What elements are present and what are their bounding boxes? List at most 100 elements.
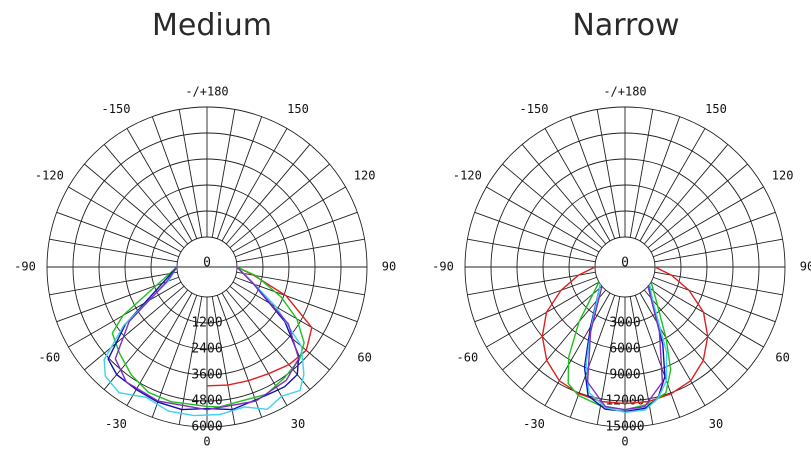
medium-grid-spoke — [232, 281, 346, 348]
narrow-angle-label: 150 — [705, 102, 727, 116]
narrow-grid-spoke — [486, 186, 600, 253]
medium-grid-spoke — [216, 295, 263, 418]
medium-angle-label: 120 — [354, 169, 376, 183]
medium-angle-label: 30 — [291, 417, 305, 431]
narrow-angle-label: 120 — [772, 169, 794, 183]
narrow-grid-spoke — [650, 186, 764, 253]
narrow-grid-spoke — [634, 295, 681, 418]
narrow-grid-spoke — [474, 211, 597, 258]
narrow-grid-spoke — [653, 276, 776, 323]
medium-grid-spoke — [229, 285, 330, 371]
narrow-grid-spoke — [654, 271, 783, 296]
medium-grid-spoke — [151, 116, 198, 239]
medium-grid-spoke — [225, 289, 311, 390]
narrow-series-curve-1 — [541, 266, 709, 405]
medium-radial-tick-label: 1200 — [191, 316, 222, 331]
medium-angle-label: -120 — [35, 169, 64, 183]
medium-angle-label: 60 — [357, 351, 371, 365]
medium-grid-spoke — [225, 144, 311, 245]
medium-radial-tick-label: 3600 — [191, 368, 222, 383]
narrow-radial-tick-label: 9000 — [609, 368, 640, 383]
medium-grid-spoke — [84, 285, 185, 371]
narrow-grid-spoke — [596, 109, 621, 238]
medium-grid-spoke — [49, 238, 178, 263]
narrow-angle-label: -60 — [457, 351, 479, 365]
medium-grid-spoke — [236, 238, 365, 263]
narrow-grid-spoke — [629, 109, 654, 238]
narrow-grid — [464, 106, 786, 428]
narrow-angle-label: 90 — [800, 260, 811, 274]
narrow-angle-label: -/+180 — [603, 85, 646, 99]
narrow-grid-spoke — [639, 292, 706, 406]
narrow-angle-label: -90 — [432, 260, 454, 274]
medium-angle-label: -60 — [39, 351, 61, 365]
narrow-grid-spoke — [467, 271, 596, 296]
medium-grid-spoke — [178, 109, 203, 238]
medium-grid-spoke — [221, 128, 288, 242]
narrow-grid-spoke — [467, 238, 596, 263]
narrow-grid-spoke — [654, 238, 783, 263]
narrow-series-curve-4 — [585, 284, 668, 414]
medium-grid-spoke — [56, 276, 179, 323]
narrow-grid-spoke — [647, 163, 748, 249]
narrow-angle-label: 60 — [775, 351, 789, 365]
narrow-angle-label: -30 — [523, 417, 545, 431]
narrow-grid-spoke — [521, 289, 607, 390]
narrow-radial-tick-label: 6000 — [609, 342, 640, 357]
medium-radial-tick-label: 6000 — [191, 420, 222, 435]
narrow-angle-label: 30 — [709, 417, 723, 431]
narrow-grid-spoke — [544, 128, 611, 242]
medium-grid-spoke — [126, 128, 193, 242]
narrow-grid-spoke — [502, 285, 603, 371]
narrow-grid-spoke — [647, 285, 748, 371]
medium-grid — [46, 106, 368, 428]
narrow-grid-spoke — [634, 116, 681, 239]
narrow-grid-spoke — [486, 281, 600, 348]
narrow-grid-spoke — [474, 276, 597, 323]
narrow-angle-label: 0 — [621, 435, 628, 449]
medium-angle-label: 0 — [203, 435, 210, 449]
medium-angle-label: -/+180 — [185, 85, 228, 99]
narrow-grid-spoke — [643, 144, 729, 245]
narrow-grid-spoke — [544, 292, 611, 406]
medium-grid-spoke — [84, 163, 185, 249]
medium-grid-spoke — [103, 289, 189, 390]
medium-angle-label: -150 — [102, 102, 131, 116]
medium-grid-spoke — [229, 163, 330, 249]
medium-series-curve-5 — [114, 266, 300, 411]
medium-grid-spoke — [236, 271, 365, 296]
medium-grid-spoke — [49, 271, 178, 296]
narrow-grid-spoke — [639, 128, 706, 242]
narrow-series-curve-3 — [583, 284, 666, 413]
medium-angle-label: -90 — [14, 260, 36, 274]
narrow-grid-spoke — [629, 296, 654, 425]
narrow-grid-spoke — [502, 163, 603, 249]
medium-angle-label: 150 — [287, 102, 309, 116]
medium-series-curve-1 — [206, 266, 313, 387]
medium-series-curve-2 — [111, 266, 305, 408]
narrow-radial-tick-label: 0 — [621, 256, 629, 271]
medium-grid-spoke — [235, 211, 358, 258]
medium-grid-spoke — [232, 186, 346, 253]
narrow-radial-tick-label: 12000 — [605, 394, 644, 409]
medium-grid-spoke — [126, 292, 193, 406]
medium-series-curve-4 — [103, 266, 305, 417]
medium-grid-spoke — [151, 295, 198, 418]
medium-radial-tick-label: 0 — [203, 256, 211, 271]
medium-radial-tick-label: 2400 — [191, 342, 222, 357]
narrow-grid-spoke — [569, 295, 616, 418]
medium-grid-spoke — [216, 116, 263, 239]
narrow-angle-label: -150 — [520, 102, 549, 116]
medium-grid-spoke — [56, 211, 179, 258]
chart-title-medium: Medium — [152, 8, 272, 43]
medium-angle-label: -30 — [105, 417, 127, 431]
narrow-radial-tick-label: 15000 — [605, 420, 644, 435]
medium-angle-label: 90 — [382, 260, 396, 274]
narrow-grid-spoke — [521, 144, 607, 245]
narrow-grid-spoke — [650, 281, 764, 348]
narrow-radial-tick-label: 3000 — [609, 316, 640, 331]
narrow-angle-label: -120 — [453, 169, 482, 183]
narrow-series-curve-5 — [586, 286, 664, 411]
medium-grid-spoke — [211, 109, 236, 238]
